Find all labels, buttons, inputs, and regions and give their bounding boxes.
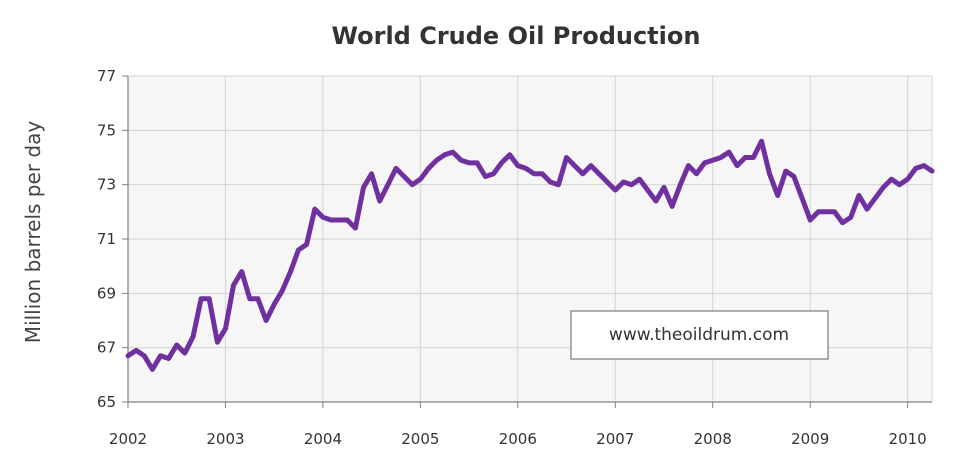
x-tick-label: 2005: [401, 430, 439, 448]
y-tick-label: 73: [97, 176, 116, 194]
y-tick-label: 71: [97, 230, 116, 248]
x-tick-label: 2003: [206, 430, 244, 448]
x-tick-label: 2004: [304, 430, 342, 448]
production-line: [125, 138, 935, 372]
watermark-box: www.theoildrum.com: [570, 310, 829, 360]
x-tick-label: 2006: [499, 430, 537, 448]
watermark-text: www.theoildrum.com: [609, 325, 789, 345]
y-tick-label: 67: [97, 339, 116, 357]
x-tick-label: 2002: [109, 430, 147, 448]
y-tick-label: 65: [97, 393, 116, 411]
axes: [122, 75, 933, 408]
x-tick-label: 2009: [791, 430, 829, 448]
watermark-frame: [570, 310, 829, 360]
y-tick-label: 77: [97, 67, 116, 85]
x-tick-label: 2010: [889, 430, 927, 448]
x-tick-label: 2007: [596, 430, 634, 448]
y-axis-label: Million barrels per day: [21, 121, 45, 344]
tick-labels: 65 67 69 71 73 75 77 2002 2003 2004 2005 2006 2007 20…: [97, 67, 927, 448]
chart-title: World Crude Oil Production: [332, 22, 701, 50]
y-tick-label: 75: [97, 121, 116, 139]
x-tick-label: 2008: [694, 430, 732, 448]
y-tick-label: 69: [97, 284, 116, 302]
